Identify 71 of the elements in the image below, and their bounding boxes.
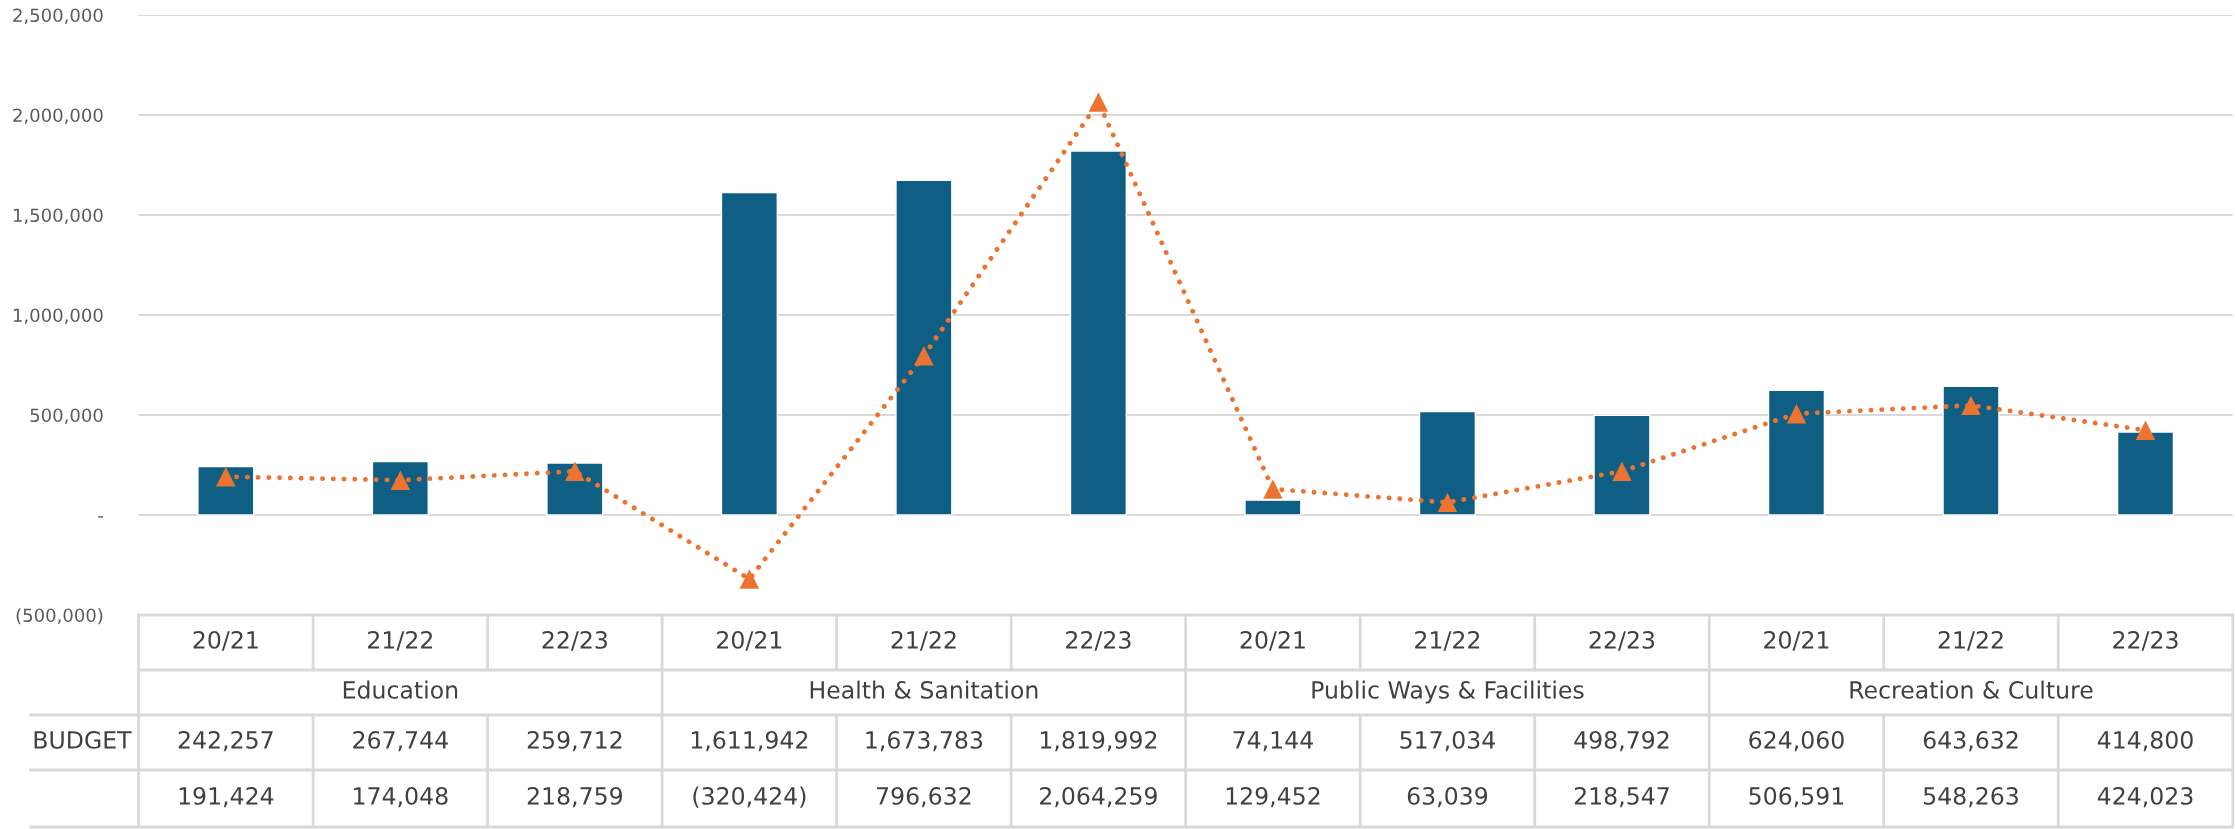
bar [1593,414,1651,516]
data-label: 191,424 [179,786,274,808]
x-tick-label: 22/23 [1066,630,1131,651]
data-label: 267,744 [353,730,448,752]
bar [1767,389,1826,516]
bar [895,179,953,516]
point [1437,492,1458,513]
x-tick-label: 20/21 [717,630,782,651]
data-label: 242,257 [178,730,273,752]
data-label: 548,263 [1923,786,2018,808]
data-label: 2,064,259 [1040,786,1157,808]
point [565,461,585,481]
data-label: 174,048 [354,786,448,808]
y-tick-label: 2,000,000 [13,108,103,124]
text: Health & Sanitation [810,680,1038,699]
data-label: (320,424) [693,786,806,808]
y-tick-label: 1,500,000 [13,208,103,224]
point [2135,420,2156,440]
x-tick-label: 22/23 [542,630,607,651]
text: Education [343,680,458,699]
bar [1244,499,1302,516]
data-label: 643,632 [1923,730,2018,752]
data-label: 63,039 [1407,786,1488,808]
bar [2116,431,2175,516]
y-tick-label: 2,500,000 [13,8,103,24]
data-label: 624,060 [1749,730,1844,752]
data-label: 414,800 [2097,730,2193,752]
bar [720,191,778,516]
point [739,569,760,589]
text: Recreation & Culture [1850,680,2093,699]
data-label: 517,034 [1400,730,1495,752]
y-tick-label: (500,000) [16,608,103,625]
data-label: 218,759 [527,786,623,808]
x-tick-label: 20/21 [1764,630,1829,651]
x-tick-label: 22/23 [2113,630,2178,651]
data-label: 796,632 [877,786,971,808]
x-tick-label: 21/22 [891,630,956,651]
bar [1069,150,1128,516]
bar [1418,410,1477,516]
data-label: 129,452 [1226,786,1320,808]
x-tick-label: 21/22 [1415,630,1480,651]
x-tick-label: 22/23 [1589,630,1655,651]
y-tick-label: - [98,516,103,518]
point [1961,395,1981,416]
data-label: 1,819,992 [1040,730,1157,752]
x-tick-label: 21/22 [1938,630,2003,651]
y-tick-label: 1,000,000 [13,308,103,324]
point [1088,92,1109,112]
x-tick-label: 20/21 [193,630,258,651]
point [1612,461,1632,482]
data-label: 74,144 [1233,731,1313,752]
point [1263,479,1283,499]
bar [1942,385,2000,516]
x-tick-label: 20/21 [1240,630,1305,651]
data-label: 498,792 [1574,730,1669,752]
y-tick-label: 500,000 [30,408,103,424]
point [914,345,934,366]
point [216,466,236,487]
text: Public Ways & Facilities [1312,680,1584,704]
data-label: 1,673,783 [866,730,983,752]
bar [197,465,255,516]
bar [546,462,604,516]
x-tick-label: 21/22 [368,630,432,651]
data-label: 424,023 [2097,786,2193,808]
data-label: 1,611,942 [691,730,808,752]
data-label: 218,547 [1574,786,1669,808]
data-label: 259,712 [527,730,622,752]
bar [371,460,429,516]
data-label: 506,591 [1749,786,1844,808]
text: BUDGET [34,730,132,749]
point [1786,403,1807,424]
